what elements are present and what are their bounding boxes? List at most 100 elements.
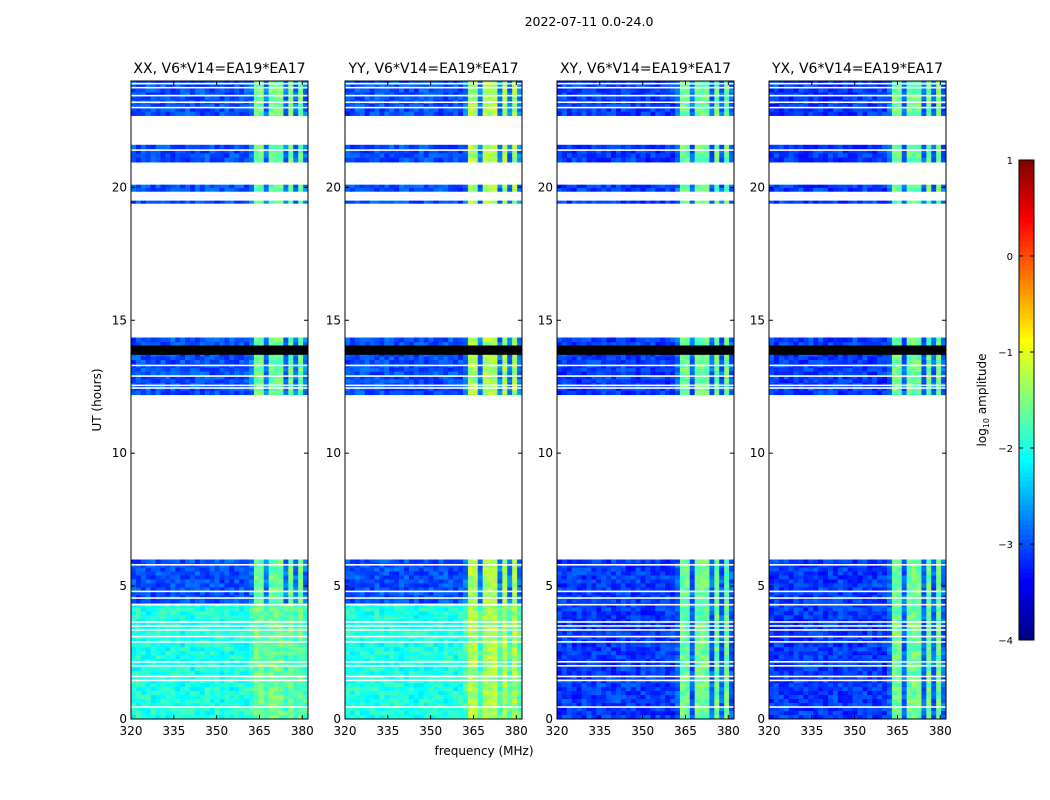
pixel	[463, 643, 469, 648]
pixel	[364, 575, 370, 580]
pixel	[131, 715, 137, 720]
pixel	[467, 359, 474, 365]
pixel	[438, 157, 444, 163]
pixel	[263, 583, 270, 588]
pixel	[448, 337, 454, 343]
pixel	[268, 386, 274, 392]
pixel	[239, 587, 245, 592]
pixel	[458, 92, 464, 97]
pixel	[150, 390, 156, 396]
pixel	[354, 711, 361, 716]
pixel	[288, 651, 294, 656]
pixel	[253, 92, 260, 97]
pixel	[364, 599, 370, 604]
pixel	[165, 715, 171, 720]
pixel	[145, 559, 152, 564]
pixel	[273, 144, 279, 150]
pixel	[443, 711, 449, 716]
pixel	[408, 635, 415, 640]
pixel	[467, 591, 474, 596]
pixel	[170, 371, 176, 376]
pixel	[502, 559, 508, 564]
pixel	[229, 599, 235, 604]
pixel	[364, 583, 370, 588]
pixel	[258, 563, 265, 568]
figure-title: 2022-07-11 0.0-24.0	[525, 14, 654, 29]
pixel	[482, 607, 488, 612]
pixel	[497, 367, 503, 372]
pixel	[145, 687, 152, 692]
pixel	[463, 200, 469, 204]
pixel	[423, 367, 429, 372]
pixel	[239, 599, 245, 604]
pixel	[423, 390, 429, 396]
pixel	[428, 591, 434, 596]
pixel	[199, 671, 206, 676]
pixel	[263, 707, 270, 712]
pixel	[298, 153, 304, 159]
pixel	[418, 615, 425, 620]
pixel	[413, 157, 420, 163]
pixel	[244, 699, 250, 704]
pixel	[428, 356, 434, 361]
pixel	[303, 651, 309, 656]
pixel	[224, 563, 230, 568]
pixel	[477, 157, 484, 163]
pixel	[482, 567, 488, 572]
pixel	[477, 635, 484, 640]
pixel	[423, 359, 429, 365]
pixel	[448, 683, 454, 688]
pixel	[249, 188, 255, 192]
pixel	[155, 707, 161, 712]
pixel	[438, 715, 444, 720]
pixel	[150, 184, 156, 189]
pixel	[234, 111, 240, 116]
pixel	[492, 188, 498, 192]
pixel	[512, 200, 518, 204]
pixel	[234, 635, 240, 640]
pixel	[379, 651, 385, 656]
pixel	[253, 603, 260, 608]
pixel	[170, 651, 176, 656]
pixel	[140, 379, 147, 384]
pixel	[145, 104, 152, 109]
pixel	[249, 200, 255, 204]
pixel	[199, 96, 206, 101]
pixel	[389, 88, 395, 93]
pixel	[209, 603, 215, 608]
pixel	[194, 200, 201, 204]
pixel	[209, 575, 215, 580]
pixel	[155, 687, 161, 692]
pixel	[253, 571, 260, 576]
pixel	[354, 571, 361, 576]
pixel	[389, 607, 395, 612]
pixel	[345, 337, 351, 343]
pixel	[140, 615, 147, 620]
pixel	[258, 149, 265, 154]
pixel	[175, 607, 181, 612]
pixel	[263, 683, 270, 688]
pixel	[253, 675, 260, 680]
pixel	[428, 695, 434, 700]
pixel	[155, 599, 161, 604]
pixel	[283, 655, 289, 660]
pixel	[477, 651, 484, 656]
gap-line	[131, 82, 308, 85]
pixel	[458, 607, 464, 612]
pixel	[249, 107, 255, 113]
pixel	[428, 715, 434, 720]
pixel	[150, 599, 156, 604]
pixel	[249, 359, 255, 365]
pixel	[288, 200, 294, 204]
pixel	[345, 88, 351, 93]
pixel	[288, 107, 294, 113]
pixel	[487, 337, 493, 343]
pixel	[408, 651, 415, 656]
pixel	[209, 149, 215, 154]
pixel	[131, 703, 137, 708]
pixel	[404, 651, 410, 656]
pixel	[413, 675, 420, 680]
pixel	[507, 371, 513, 376]
pixel	[150, 104, 156, 109]
pixel	[234, 96, 240, 101]
